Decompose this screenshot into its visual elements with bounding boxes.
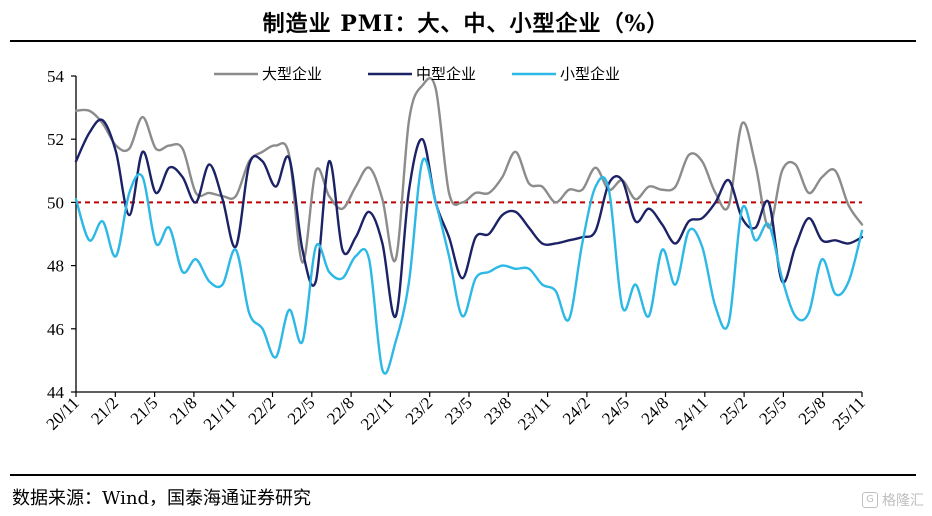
series-line-small-enterprise [74,157,864,375]
x-tick-label: 22/11 [357,393,397,433]
x-tick-label: 22/2 [245,393,280,428]
x-tick-label: 25/2 [716,393,751,428]
x-tick-label: 21/11 [200,393,240,433]
legend-label-small-enterprise: 小型企业 [560,65,620,83]
y-tick-label: 54 [47,67,65,86]
x-tick-label: 21/2 [87,393,122,428]
x-tick-label: 25/11 [828,393,868,433]
x-tick-label: 23/2 [402,393,437,428]
y-tick-label: 48 [47,257,64,276]
watermark-logo-icon: G [862,492,878,508]
watermark-text: 格隆汇 [882,493,924,509]
series-lines [74,77,864,375]
x-tick-label: 23/11 [514,393,554,433]
x-tick-label: 24/2 [559,393,594,428]
legend-label-medium-enterprise: 中型企业 [416,65,476,83]
series-line-medium-enterprise [74,118,864,318]
x-tick-label: 24/5 [598,393,633,428]
x-tick-label: 24/11 [671,393,711,433]
x-tick-label: 25/5 [755,393,790,428]
x-tick-label: 22/8 [323,393,358,428]
y-tick-label: 52 [47,130,64,149]
legend-label-large-enterprise: 大型企业 [262,65,322,83]
x-tick-label: 23/8 [480,393,515,428]
y-tick-label: 50 [47,193,64,212]
x-tick-label: 25/8 [795,393,830,428]
x-tick-label: 21/5 [127,393,162,428]
x-tick-label: 23/5 [441,393,476,428]
chart-title: 制造业 PMI：大、中、小型企业（%） [262,11,670,37]
watermark: G 格隆汇 [862,490,924,510]
footer-divider [10,474,916,476]
x-tick-label: 24/8 [638,393,673,428]
y-tick-label: 44 [47,383,65,402]
title-divider [10,40,916,42]
chart-legend: 大型企业 中型企业 小型企业 [214,65,620,83]
y-tick-label: 46 [47,320,64,339]
data-source-note: 数据来源：Wind，国泰海通证券研究 [12,488,312,509]
series-line-large-enterprise [74,77,864,264]
x-tick-label: 22/5 [284,393,319,428]
x-tick-label: 21/8 [166,393,201,428]
